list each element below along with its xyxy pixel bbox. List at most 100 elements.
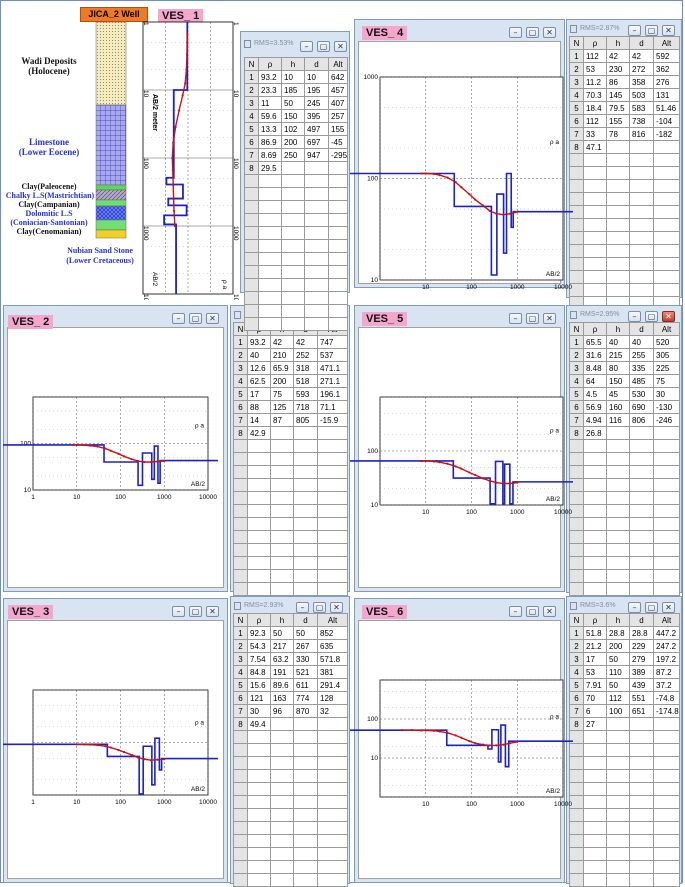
ves2-cell-alt (317, 478, 348, 492)
ves6-field-point (468, 740, 471, 743)
ves4-cell-h (606, 140, 630, 154)
ves3-cell-d (293, 834, 318, 848)
ves3-table-minimize-button[interactable]: – (296, 602, 309, 613)
ves5-cell-n: 4 (569, 374, 584, 388)
ves6-chart-minimize-button[interactable]: – (509, 606, 522, 617)
ves3-cell-rho (247, 847, 271, 861)
ves3-table-row: 8 49.4 (233, 717, 348, 731)
ves1-table-minimize-button[interactable]: – (300, 41, 313, 52)
ves6-cell-rho (583, 847, 607, 861)
ves3-cell-d (293, 743, 318, 757)
ves1-cell-n: 7 (244, 148, 259, 162)
ves1-cell-d (304, 291, 329, 305)
ves5-cell-alt: -246 (653, 413, 680, 427)
ves2-chart-close-button[interactable]: ✕ (206, 313, 219, 324)
ves3-cell-rho (247, 795, 271, 809)
ves4-chart-minimize-button[interactable]: – (509, 27, 522, 38)
ves6-cell-n: 6 (569, 691, 584, 705)
ves4-table-row: 2 53 230 272 362 (569, 62, 680, 76)
ves6-table-minimize-button[interactable]: – (628, 602, 641, 613)
ves3-table-maximize-button[interactable]: ▢ (313, 602, 326, 613)
ves4-table-close-button[interactable]: ✕ (662, 25, 675, 36)
ves3-cell-alt: 291.4 (317, 678, 348, 692)
ves3-table-close-button[interactable]: ✕ (330, 602, 343, 613)
ves2-cell-n: 5 (233, 387, 248, 401)
ves3-cell-h: 96 (270, 704, 294, 718)
ves5-chart-close-button[interactable]: ✕ (543, 313, 556, 324)
ves4-table-minimize-button[interactable]: – (628, 25, 641, 36)
ves4-cell-h (606, 166, 630, 180)
ves1-table-close-button[interactable]: ✕ (334, 41, 347, 52)
ves1-cell-h (281, 317, 305, 331)
ves3-chart-maximize-button[interactable]: ▢ (189, 606, 202, 617)
ves6-cell-h (606, 860, 630, 874)
ves5-table-minimize-button[interactable]: – (628, 311, 641, 322)
ves6-cell-n: 2 (569, 639, 584, 653)
ves5-table-row: 3 8.48 80 335 225 (569, 361, 680, 375)
ves6-table-maximize-button[interactable]: ▢ (645, 602, 658, 613)
ves3-chart-close-button[interactable]: ✕ (206, 606, 219, 617)
ves2-cell-alt: 271.1 (317, 374, 348, 388)
ves5-cell-h (606, 543, 630, 557)
ves5-field-point (460, 467, 463, 470)
ves4-cell-rho (583, 218, 607, 232)
ves6-cell-h: 28.8 (606, 626, 630, 640)
ves3-xtick-label: 10000 (199, 799, 217, 806)
ves4-cell-d (629, 166, 654, 180)
ves4-cell-rho (583, 244, 607, 258)
ves2-chart-minimize-button[interactable]: – (172, 313, 185, 324)
ves6-chart-close-button[interactable]: ✕ (543, 606, 556, 617)
ves5-table-row (569, 478, 680, 492)
ves6-table-icon (570, 602, 577, 610)
ves1-cell-rho (258, 278, 282, 292)
ves5-cell-n: 1 (569, 335, 584, 349)
ves1-table-maximize-button[interactable]: ▢ (317, 41, 330, 52)
ves2-chart-maximize-button[interactable]: ▢ (189, 313, 202, 324)
ves6-chart-maximize-button[interactable]: ▢ (526, 606, 539, 617)
ves4-cell-h: 145 (606, 88, 630, 102)
ves3-cell-alt (317, 769, 348, 783)
ves1-cell-n: 5 (244, 122, 259, 136)
ves4-cell-n: 1 (569, 49, 584, 63)
ves4-chart-maximize-button[interactable]: ▢ (526, 27, 539, 38)
ves3-cell-d (293, 782, 318, 796)
ves4-table-maximize-button[interactable]: ▢ (645, 25, 658, 36)
ves1-ylabel: AB/2 meter (151, 94, 158, 131)
ves1-cell-alt: 407 (328, 96, 348, 110)
ves3-table-row (233, 808, 348, 822)
ves5-table-maximize-button[interactable]: ▢ (645, 311, 658, 322)
ves1-cell-h (281, 239, 305, 253)
ves6-cell-n (569, 834, 584, 848)
ves5-cell-d: 690 (629, 400, 654, 414)
ves2-table-row (233, 517, 348, 531)
ves3-field-point (109, 746, 112, 749)
ves4-table-row: 1 112 42 42 592 (569, 49, 680, 63)
ves5-cell-h (606, 569, 630, 583)
ves5-cell-alt (653, 478, 680, 492)
ves1-field-point (173, 224, 176, 228)
ves5-chart-minimize-button[interactable]: – (509, 313, 522, 324)
ves3-cell-d: 611 (293, 678, 318, 692)
ves4-chart-close-button[interactable]: ✕ (543, 27, 556, 38)
ves1-field-point (181, 94, 184, 97)
ves2-field-point (83, 444, 86, 447)
ves5-cell-rho (583, 543, 607, 557)
ves1-cell-rho (258, 265, 282, 279)
ves2-cell-d (293, 569, 318, 583)
ves5-chart-maximize-button[interactable]: ▢ (526, 313, 539, 324)
ves6-table-close-button[interactable]: ✕ (662, 602, 675, 613)
ves1-cell-d: 395 (304, 109, 329, 123)
ves5-table-row: 1 65.5 40 40 520 (569, 335, 680, 349)
ves3-cell-h (270, 795, 294, 809)
ves1-left-tick-label: 10000 (142, 294, 149, 300)
ves5-table-row (569, 452, 680, 466)
ves3-chart-minimize-button[interactable]: – (172, 606, 185, 617)
ves6-field-point (502, 743, 505, 746)
ves5-cell-alt (653, 530, 680, 544)
ves5-table-close-button[interactable]: ✕ (662, 311, 675, 322)
ves6-table-row: 1 51.8 28.8 28.8 447.2 (569, 626, 680, 640)
ves2-ylabel: ρ a (195, 423, 205, 430)
ves3-cell-d: 330 (293, 652, 318, 666)
ves2-cell-n (233, 478, 248, 492)
